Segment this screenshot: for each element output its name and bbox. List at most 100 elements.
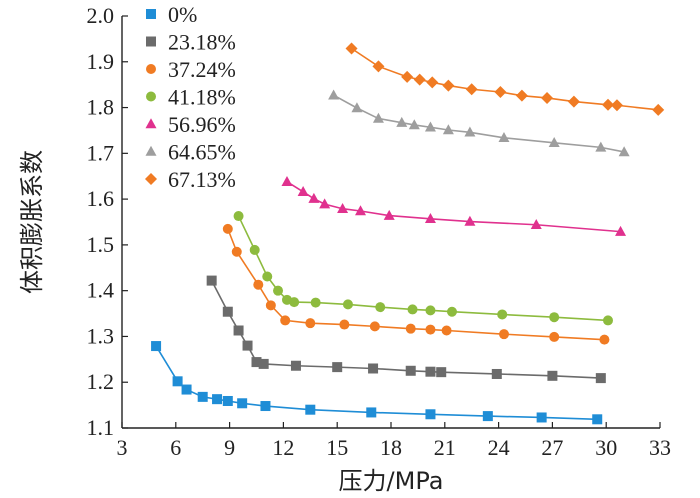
data-point [242, 340, 253, 351]
data-point [258, 358, 269, 369]
data-point [355, 205, 367, 216]
data-point [494, 85, 507, 98]
data-point [231, 246, 242, 257]
data-point [181, 384, 192, 395]
data-point [262, 271, 273, 282]
data-point [426, 76, 439, 89]
data-point [369, 321, 380, 332]
data-point [372, 112, 384, 123]
data-point [265, 300, 276, 311]
data-point [233, 325, 244, 336]
data-point [233, 211, 244, 222]
data-point [372, 60, 385, 73]
x-tick-label: 9 [224, 435, 235, 460]
x-axis-title: 压力/MPa [339, 467, 444, 495]
data-point [251, 357, 262, 368]
data-point [337, 202, 349, 213]
legend-marker [146, 64, 156, 74]
data-point [172, 376, 183, 387]
data-point [151, 341, 162, 352]
data-point [549, 331, 560, 342]
data-point [464, 126, 476, 137]
data-point [515, 89, 528, 102]
data-point [549, 312, 560, 323]
data-point [536, 412, 547, 423]
legend-marker [145, 118, 157, 129]
data-point [595, 141, 607, 152]
data-point [351, 102, 363, 113]
series-group [281, 175, 627, 236]
data-point [424, 121, 436, 132]
data-point [595, 373, 606, 384]
y-tick-label: 1.9 [87, 49, 115, 74]
data-point [610, 99, 623, 112]
data-point [442, 79, 455, 92]
data-point [310, 297, 321, 308]
x-tick-label: 21 [434, 435, 456, 460]
legend-marker [145, 173, 157, 185]
data-point [260, 401, 271, 412]
series-group [233, 211, 613, 326]
data-point [289, 297, 300, 308]
data-point [424, 213, 436, 224]
data-point [345, 42, 358, 55]
series-group [328, 89, 630, 157]
data-point [342, 299, 353, 310]
data-point [305, 404, 316, 415]
series-group [151, 341, 603, 425]
y-tick-label: 1.5 [87, 232, 115, 257]
legend-label: 23.18% [168, 30, 236, 55]
data-point [602, 315, 613, 326]
x-tick-label: 18 [380, 435, 402, 460]
data-point [305, 318, 316, 329]
data-point [253, 279, 264, 290]
y-tick-label: 1.8 [87, 95, 115, 120]
data-point [464, 215, 476, 226]
series-line [351, 47, 659, 111]
series-layer [151, 42, 665, 425]
data-point [290, 360, 301, 371]
x-tick-label: 33 [649, 435, 671, 460]
legend-label: 67.13% [168, 167, 236, 192]
y-tick-label: 1.2 [87, 369, 115, 394]
data-point [497, 309, 508, 320]
data-point [498, 329, 509, 340]
x-tick-label: 12 [272, 435, 294, 460]
legend-label: 0% [168, 2, 197, 27]
series-line [286, 181, 621, 233]
data-point [482, 411, 493, 422]
y-axis-ticks: 1.1 1.2 1.3 1.4 1.5 1.6 1.7 1.8 1.9 2.0 [87, 3, 128, 440]
data-point [212, 394, 223, 405]
data-point [197, 391, 208, 402]
data-point [280, 315, 291, 326]
x-tick-label: 3 [117, 435, 128, 460]
x-tick-label: 6 [170, 435, 181, 460]
x-tick-label: 24 [488, 435, 510, 460]
data-point [652, 103, 665, 116]
data-point [446, 306, 457, 317]
data-point [548, 137, 560, 148]
data-point [308, 192, 320, 203]
data-point [498, 132, 510, 143]
x-tick-label: 27 [541, 435, 563, 460]
legend-marker [146, 36, 156, 47]
data-point [441, 325, 452, 336]
data-point [339, 319, 350, 330]
data-point [222, 395, 233, 406]
legend-label: 56.96% [168, 112, 236, 137]
y-tick-label: 1.4 [87, 278, 115, 303]
series-line [333, 94, 625, 153]
data-point [413, 73, 426, 86]
y-axis-title: 体积膨胀系数 [18, 150, 46, 294]
series-group [345, 42, 665, 116]
data-point [319, 198, 331, 209]
data-point [297, 186, 309, 197]
legend-marker [146, 9, 156, 19]
y-tick-label: 1.7 [87, 140, 115, 165]
data-point [465, 83, 478, 96]
data-point [328, 89, 340, 100]
data-point [530, 218, 542, 229]
y-tick-label: 1.6 [87, 186, 115, 211]
data-point [249, 244, 260, 255]
data-point [491, 368, 502, 379]
